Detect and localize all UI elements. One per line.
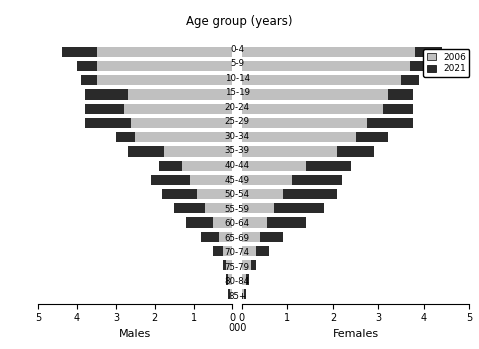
Text: 5-9: 5-9 bbox=[230, 59, 244, 68]
Text: 0-4: 0-4 bbox=[230, 45, 244, 54]
Bar bbox=[242, 175, 292, 185]
Bar bbox=[81, 75, 232, 86]
Bar bbox=[228, 274, 232, 284]
Bar bbox=[242, 146, 374, 157]
Bar bbox=[197, 189, 232, 199]
Bar bbox=[242, 61, 410, 71]
Bar bbox=[242, 75, 420, 86]
Bar bbox=[242, 246, 269, 256]
Bar bbox=[242, 104, 383, 114]
Text: 45-49: 45-49 bbox=[225, 176, 250, 185]
Bar bbox=[62, 47, 232, 57]
Bar bbox=[164, 146, 232, 157]
Bar bbox=[242, 260, 256, 270]
Text: 25-29: 25-29 bbox=[225, 117, 250, 126]
Text: 80-84: 80-84 bbox=[225, 277, 250, 286]
Bar bbox=[242, 89, 412, 99]
Bar bbox=[227, 274, 232, 284]
Bar bbox=[162, 189, 232, 199]
X-axis label: Males: Males bbox=[119, 329, 151, 339]
Bar bbox=[242, 232, 260, 242]
Text: 30-34: 30-34 bbox=[225, 132, 250, 141]
Bar bbox=[96, 61, 232, 71]
Text: 70-74: 70-74 bbox=[225, 248, 250, 257]
Bar bbox=[242, 132, 355, 142]
Bar bbox=[242, 289, 244, 299]
Bar bbox=[159, 161, 232, 171]
Bar bbox=[242, 274, 246, 284]
Bar bbox=[223, 246, 232, 256]
Text: 15-19: 15-19 bbox=[225, 88, 250, 97]
Text: 50-54: 50-54 bbox=[225, 190, 250, 199]
Bar bbox=[242, 161, 306, 171]
Text: 35-39: 35-39 bbox=[225, 147, 250, 155]
Bar bbox=[242, 289, 246, 299]
Bar bbox=[242, 203, 274, 214]
Bar bbox=[135, 132, 232, 142]
Bar bbox=[116, 132, 232, 142]
Bar bbox=[205, 203, 232, 214]
Bar bbox=[227, 260, 232, 270]
Bar bbox=[85, 89, 232, 99]
Bar bbox=[242, 274, 249, 284]
Bar bbox=[242, 118, 412, 128]
Bar bbox=[85, 104, 232, 114]
Legend: 2006, 2021: 2006, 2021 bbox=[423, 49, 469, 77]
Bar bbox=[127, 146, 232, 157]
Text: 60-64: 60-64 bbox=[225, 219, 250, 228]
Text: 85+: 85+ bbox=[228, 292, 246, 301]
Bar bbox=[219, 232, 232, 242]
Bar bbox=[213, 246, 232, 256]
Bar bbox=[242, 61, 433, 71]
Bar bbox=[242, 217, 306, 228]
Bar bbox=[242, 232, 283, 242]
Bar bbox=[242, 246, 256, 256]
X-axis label: Females: Females bbox=[332, 329, 379, 339]
Bar bbox=[242, 189, 337, 199]
Bar bbox=[174, 203, 232, 214]
Bar bbox=[131, 118, 232, 128]
Text: 20-24: 20-24 bbox=[225, 103, 250, 112]
Bar bbox=[242, 175, 342, 185]
Bar bbox=[242, 75, 401, 86]
Bar bbox=[242, 189, 283, 199]
Bar bbox=[186, 217, 232, 228]
Text: 65-69: 65-69 bbox=[225, 234, 250, 243]
Bar bbox=[77, 61, 232, 71]
Text: Age group (years): Age group (years) bbox=[186, 15, 293, 28]
Bar bbox=[242, 203, 324, 214]
Bar bbox=[228, 289, 232, 299]
Bar bbox=[242, 47, 442, 57]
Bar bbox=[85, 118, 232, 128]
Bar bbox=[201, 232, 232, 242]
Bar bbox=[242, 89, 388, 99]
Text: 75-79: 75-79 bbox=[225, 263, 250, 272]
Text: 55-59: 55-59 bbox=[225, 205, 250, 214]
Text: 000: 000 bbox=[228, 323, 246, 333]
Bar bbox=[242, 47, 415, 57]
Bar bbox=[96, 75, 232, 86]
Bar bbox=[127, 89, 232, 99]
Bar bbox=[124, 104, 232, 114]
Bar bbox=[151, 175, 232, 185]
Bar bbox=[242, 161, 351, 171]
Text: 10-14: 10-14 bbox=[225, 74, 250, 83]
Bar bbox=[182, 161, 232, 171]
Bar bbox=[242, 260, 251, 270]
Bar bbox=[242, 146, 337, 157]
Bar bbox=[242, 217, 267, 228]
Bar bbox=[242, 132, 388, 142]
Bar bbox=[242, 104, 412, 114]
Bar bbox=[96, 47, 232, 57]
Bar bbox=[190, 175, 232, 185]
Text: 40-44: 40-44 bbox=[225, 161, 250, 170]
Bar bbox=[242, 118, 367, 128]
Bar bbox=[223, 260, 232, 270]
Bar bbox=[213, 217, 232, 228]
Bar bbox=[230, 289, 232, 299]
